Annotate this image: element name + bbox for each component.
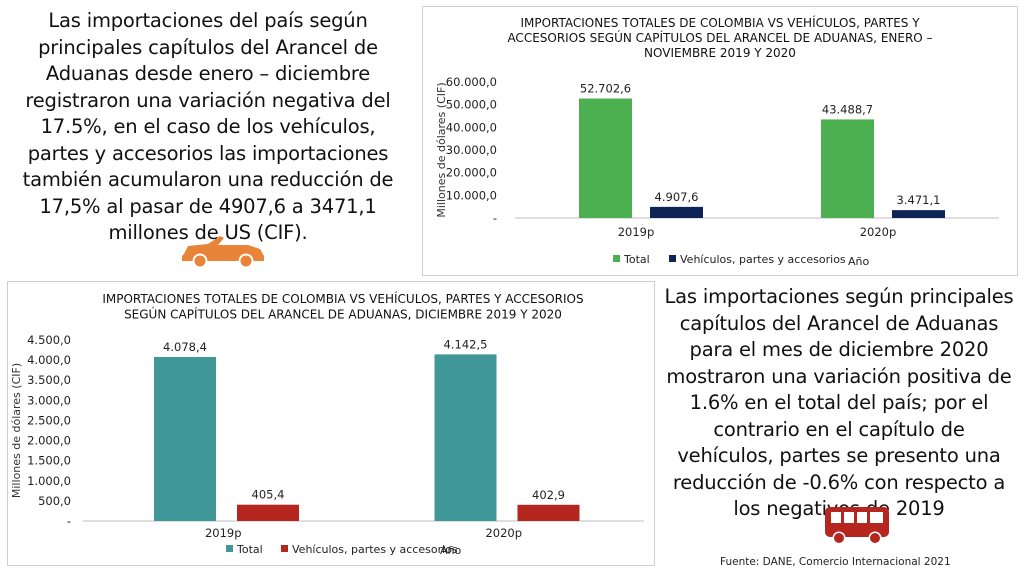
y-tick-label: 2.000,0 bbox=[27, 434, 71, 448]
y-tick-label: 4.000,0 bbox=[27, 353, 71, 367]
y-tick-label: 20.000,0 bbox=[446, 166, 497, 180]
bar-vehiculos-2019p bbox=[237, 504, 299, 521]
legend-entry: Total bbox=[623, 253, 650, 266]
data-label: 43.488,7 bbox=[822, 102, 873, 116]
source-note: Fuente: DANE, Comercio Internacional 202… bbox=[720, 556, 951, 568]
x-tick-label: 2019p bbox=[618, 225, 655, 239]
chart-title-line: NOVIEMBRE 2019 Y 2020 bbox=[644, 46, 796, 60]
y-tick-label: 3.500,0 bbox=[27, 373, 71, 387]
y-tick-label: 40.000,0 bbox=[446, 120, 497, 134]
data-label: 4.142,5 bbox=[444, 337, 488, 351]
y-tick-label: 60.000,0 bbox=[446, 75, 497, 89]
bar-total-2019p bbox=[154, 356, 216, 521]
bar-vehiculos-2020p bbox=[517, 504, 580, 521]
data-label: 52.702,6 bbox=[580, 82, 631, 96]
bar-total-2019p bbox=[579, 98, 632, 218]
data-label: 4.078,4 bbox=[163, 340, 207, 354]
bar-total-2020p bbox=[434, 354, 497, 521]
y-axis-label: Millones de dólares (CIF) bbox=[10, 363, 23, 498]
chart-panel-diciembre: IMPORTACIONES TOTALES DE COLOMBIA VS VEH… bbox=[7, 281, 655, 566]
legend-entry: Vehículos, partes y accesorios bbox=[292, 543, 458, 556]
chart-diciembre: IMPORTACIONES TOTALES DE COLOMBIA VS VEH… bbox=[10, 291, 644, 557]
y-tick-label: 1.000,0 bbox=[27, 474, 71, 488]
x-tick-label: 2020p bbox=[485, 526, 522, 540]
chart-panel-enero-noviembre: IMPORTACIONES TOTALES DE COLOMBIA VS VEH… bbox=[422, 6, 1018, 276]
x-tick-label: 2020p bbox=[860, 225, 897, 239]
chart-title-line: SEGÚN CAPÍTULOS DEL ARANCEL DE ADUANAS, … bbox=[124, 307, 562, 322]
x-axis-label: Año bbox=[848, 255, 869, 268]
legend-entry: Total bbox=[236, 543, 263, 556]
x-axis-label: Año bbox=[440, 544, 461, 557]
bar-vehiculos-2020p bbox=[892, 210, 945, 218]
data-label: 3.471,1 bbox=[897, 193, 941, 207]
convertible-car-icon bbox=[182, 236, 264, 269]
summary-text-annual: Las importaciones del país según princip… bbox=[22, 9, 394, 244]
y-tick-label: 2.500,0 bbox=[27, 413, 71, 427]
x-tick-label: 2019p bbox=[205, 526, 242, 540]
y-tick-label: 10.000,0 bbox=[446, 188, 497, 202]
data-label: 402,9 bbox=[532, 488, 565, 502]
y-tick-label: 4.500,0 bbox=[27, 333, 71, 347]
y-tick-label: 3.000,0 bbox=[27, 393, 71, 407]
chart-enero-noviembre: IMPORTACIONES TOTALES DE COLOMBIA VS VEH… bbox=[435, 15, 999, 268]
y-tick-label: 1.500,0 bbox=[27, 454, 71, 468]
legend-swatch bbox=[669, 255, 676, 262]
y-tick-label: - bbox=[493, 211, 497, 225]
legend-swatch bbox=[613, 255, 620, 262]
y-tick-label: 30.000,0 bbox=[446, 143, 497, 157]
bus-icon bbox=[825, 507, 889, 545]
bar-vehiculos-2019p bbox=[650, 206, 703, 218]
y-tick-label: - bbox=[67, 514, 71, 528]
chart-title-line: IMPORTACIONES TOTALES DE COLOMBIA VS VEH… bbox=[102, 291, 583, 306]
bar-total-2020p bbox=[821, 119, 874, 218]
y-axis-label: Millones de dólares (CIF) bbox=[435, 82, 448, 217]
data-label: 405,4 bbox=[252, 488, 285, 502]
legend-swatch bbox=[281, 545, 288, 552]
y-tick-label: 500,0 bbox=[38, 494, 71, 508]
legend-entry: Vehículos, partes y accesorios bbox=[680, 253, 846, 266]
legend-swatch bbox=[226, 545, 233, 552]
chart-title-line: IMPORTACIONES TOTALES DE COLOMBIA VS VEH… bbox=[520, 15, 920, 30]
summary-text-december: Las importaciones según principales capí… bbox=[664, 285, 1014, 520]
y-tick-label: 50.000,0 bbox=[446, 98, 497, 112]
data-label: 4.907,6 bbox=[655, 190, 699, 204]
chart-title-line: ACCESORIOS SEGÚN CAPÍTULOS DEL ARANCEL D… bbox=[507, 30, 932, 45]
